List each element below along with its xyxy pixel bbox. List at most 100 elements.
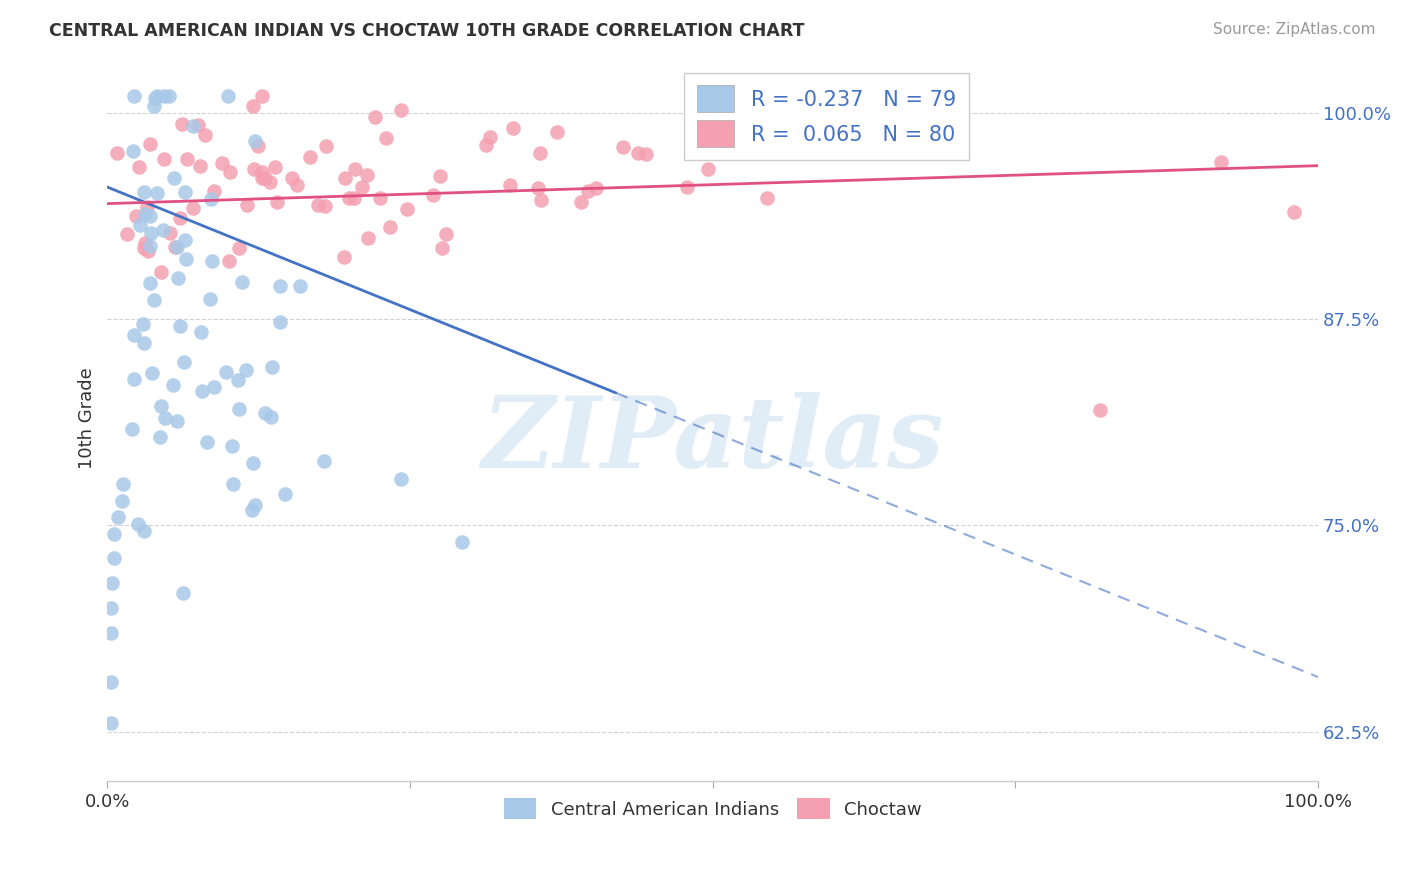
Point <box>143 91 166 105</box>
Point <box>195 435 218 450</box>
Point <box>245 134 267 148</box>
Point <box>612 140 634 154</box>
Point <box>129 218 152 232</box>
Point <box>228 401 250 416</box>
Point <box>176 152 198 166</box>
Point <box>169 318 191 333</box>
Point <box>430 240 453 254</box>
Point <box>132 185 155 199</box>
Text: CENTRAL AMERICAN INDIAN VS CHOCTAW 10TH GRADE CORRELATION CHART: CENTRAL AMERICAN INDIAN VS CHOCTAW 10TH … <box>49 22 804 40</box>
Point <box>174 233 197 247</box>
Point <box>163 170 186 185</box>
Point <box>314 199 336 213</box>
Point <box>139 136 162 151</box>
Point <box>166 240 188 254</box>
Point <box>136 244 159 259</box>
Y-axis label: 10th Grade: 10th Grade <box>79 368 96 469</box>
Point <box>139 276 162 290</box>
Point <box>247 138 270 153</box>
Point <box>134 207 156 221</box>
Point <box>243 161 266 176</box>
Point <box>200 192 222 206</box>
Point <box>242 99 264 113</box>
Point <box>150 400 173 414</box>
Point <box>166 414 188 428</box>
Point <box>167 271 190 285</box>
Point <box>352 180 374 194</box>
Point <box>262 360 284 375</box>
Point <box>343 191 366 205</box>
Point <box>627 146 650 161</box>
Point <box>389 472 412 486</box>
Point <box>222 477 245 491</box>
Point <box>221 439 243 453</box>
Point <box>105 146 128 161</box>
Point <box>181 201 204 215</box>
Point <box>135 200 157 214</box>
Point <box>134 235 156 250</box>
Point <box>122 144 145 158</box>
Point <box>307 198 329 212</box>
Point <box>499 178 522 193</box>
Point <box>170 116 193 130</box>
Point <box>1282 205 1305 219</box>
Point <box>250 89 273 103</box>
Point <box>155 410 177 425</box>
Point <box>127 516 149 531</box>
Point <box>429 169 451 184</box>
Point <box>363 111 385 125</box>
Point <box>115 227 138 242</box>
Point <box>226 373 249 387</box>
Point <box>128 160 150 174</box>
Point <box>134 241 156 255</box>
Point <box>132 524 155 538</box>
Point <box>266 194 288 209</box>
Point <box>100 716 122 731</box>
Point <box>100 675 122 690</box>
Point <box>194 128 217 142</box>
Point <box>380 219 402 234</box>
Point <box>138 238 160 252</box>
Point <box>231 275 253 289</box>
Point <box>475 138 498 153</box>
Point <box>585 180 607 194</box>
Point <box>157 89 180 103</box>
Point <box>333 251 356 265</box>
Point <box>190 325 212 339</box>
Point <box>124 89 146 103</box>
Point <box>187 118 209 132</box>
Point <box>163 240 186 254</box>
Point <box>162 378 184 392</box>
Point <box>153 89 176 103</box>
Point <box>502 120 524 135</box>
Point <box>153 152 176 166</box>
Point <box>269 279 291 293</box>
Point <box>235 363 257 377</box>
Point <box>254 171 277 186</box>
Point <box>526 181 548 195</box>
Point <box>201 253 224 268</box>
Point <box>546 125 568 139</box>
Point <box>132 317 155 331</box>
Point <box>217 89 239 103</box>
Point <box>122 371 145 385</box>
Point <box>253 406 276 420</box>
Point <box>181 119 204 133</box>
Point <box>634 146 657 161</box>
Point <box>243 498 266 512</box>
Point <box>198 292 221 306</box>
Point <box>174 252 197 267</box>
Point <box>450 535 472 549</box>
Point <box>260 410 283 425</box>
Point <box>250 165 273 179</box>
Point <box>529 146 551 161</box>
Point <box>122 327 145 342</box>
Point <box>103 526 125 541</box>
Point <box>274 487 297 501</box>
Point <box>142 293 165 307</box>
Point <box>188 160 211 174</box>
Point <box>1211 155 1233 169</box>
Point <box>111 477 134 491</box>
Point <box>211 155 233 169</box>
Point <box>676 179 699 194</box>
